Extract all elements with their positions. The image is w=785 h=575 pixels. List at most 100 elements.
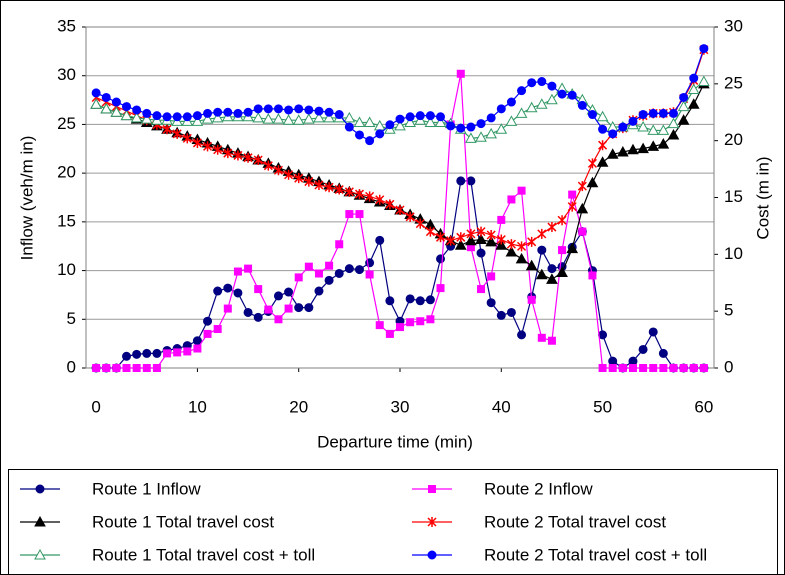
legend-box: [8, 469, 778, 575]
marker: [365, 191, 375, 202]
marker: [546, 273, 558, 284]
marker: [375, 129, 385, 139]
marker: [638, 110, 648, 120]
marker: [183, 347, 192, 356]
marker: [223, 304, 232, 313]
marker: [282, 114, 295, 125]
plot-frame: [85, 26, 715, 369]
marker: [110, 106, 123, 117]
y-tick-label: 25: [57, 114, 76, 133]
marker: [91, 88, 101, 98]
marker: [496, 104, 506, 114]
marker: [405, 294, 415, 304]
legend-label: Route 2 Inflow: [484, 479, 593, 498]
marker: [254, 285, 263, 294]
series: [91, 44, 709, 146]
marker: [466, 176, 476, 186]
marker: [556, 266, 568, 278]
marker: [375, 194, 385, 205]
marker: [616, 146, 629, 157]
marker: [537, 333, 546, 342]
marker: [395, 205, 405, 216]
marker: [344, 264, 354, 274]
marker: [647, 140, 660, 151]
marker: [537, 245, 547, 255]
marker: [669, 364, 678, 372]
marker: [517, 186, 526, 195]
marker: [427, 550, 437, 560]
marker: [152, 364, 161, 372]
marker: [284, 304, 293, 313]
marker: [201, 113, 214, 124]
series: [92, 69, 708, 372]
marker: [638, 344, 648, 354]
marker: [142, 348, 152, 358]
marker: [34, 515, 46, 527]
marker: [497, 215, 506, 224]
marker: [668, 108, 678, 118]
marker: [314, 269, 323, 278]
marker: [294, 273, 303, 282]
marker: [527, 236, 537, 247]
marker: [515, 107, 528, 118]
marker: [679, 364, 688, 372]
marker: [130, 111, 143, 123]
marker: [517, 330, 527, 340]
y2-tick-label: 10: [724, 244, 743, 263]
marker: [576, 202, 589, 214]
marker: [577, 100, 587, 110]
marker: [506, 97, 516, 107]
marker: [486, 230, 496, 241]
marker: [446, 121, 456, 131]
marker: [233, 267, 242, 276]
marker: [628, 356, 638, 366]
marker: [152, 111, 162, 121]
marker: [505, 246, 518, 257]
marker: [163, 349, 172, 358]
marker: [608, 356, 618, 366]
marker: [476, 119, 486, 129]
marker: [596, 110, 609, 122]
marker: [243, 107, 253, 117]
marker: [223, 107, 233, 117]
marker: [404, 116, 416, 127]
marker: [233, 150, 243, 161]
marker: [587, 158, 597, 169]
marker: [677, 100, 690, 112]
marker: [466, 228, 476, 239]
marker: [213, 107, 223, 117]
marker: [557, 89, 567, 99]
marker: [294, 104, 304, 114]
marker: [292, 114, 305, 125]
marker: [122, 351, 132, 361]
marker: [355, 210, 364, 219]
marker: [577, 181, 587, 192]
marker: [375, 321, 384, 330]
marker: [262, 113, 275, 124]
marker: [527, 295, 536, 304]
marker: [324, 182, 334, 193]
marker: [415, 296, 425, 306]
marker: [485, 235, 498, 247]
marker: [120, 109, 133, 121]
marker: [456, 69, 465, 78]
y-tick-label: 30: [57, 65, 76, 84]
marker: [465, 234, 477, 246]
marker: [547, 336, 556, 345]
marker: [596, 156, 609, 167]
marker: [537, 228, 547, 239]
marker: [302, 113, 315, 124]
marker: [649, 364, 658, 372]
marker: [354, 265, 364, 275]
y2-tick-label: 20: [724, 130, 743, 149]
y-tick-label: 35: [57, 16, 76, 35]
marker: [405, 112, 415, 122]
marker: [363, 116, 376, 127]
marker: [304, 303, 314, 313]
marker: [375, 235, 385, 245]
marker: [639, 364, 648, 372]
marker: [517, 241, 527, 252]
marker: [253, 154, 263, 165]
marker: [335, 240, 344, 249]
